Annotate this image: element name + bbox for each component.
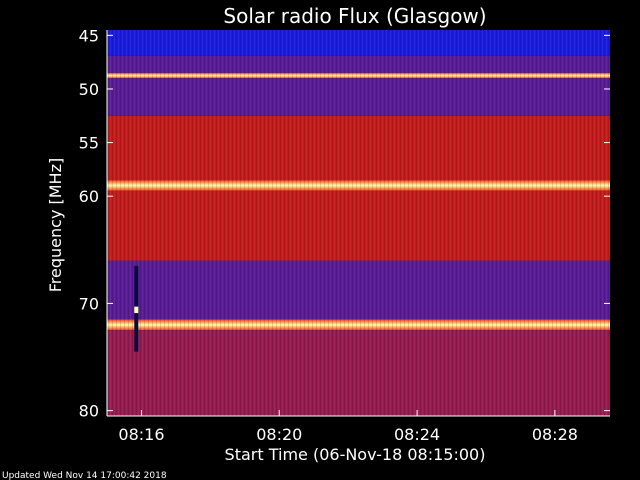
y-tick-label: 45 xyxy=(79,26,99,45)
x-tick-label: 08:28 xyxy=(532,425,578,444)
x-axis-ticks: 08:16 08:20 08:24 08:28 xyxy=(118,410,578,444)
x-tick-label: 08:16 xyxy=(118,425,164,444)
chart-title: Solar radio Flux (Glasgow) xyxy=(223,4,486,28)
y-tick-label: 80 xyxy=(79,402,99,421)
y-tick-label: 55 xyxy=(79,134,99,153)
plot-area xyxy=(107,30,610,416)
y-tick-label: 60 xyxy=(79,187,99,206)
x-tick-label: 08:24 xyxy=(394,425,440,444)
y-tick-label: 70 xyxy=(79,294,99,313)
radio-burst-core xyxy=(134,306,139,314)
x-tick-label: 08:20 xyxy=(256,425,302,444)
x-axis-label: Start Time (06-Nov-18 08:15:00) xyxy=(225,445,486,464)
y-axis-label: Frequency [MHz] xyxy=(46,158,65,292)
y-tick-label: 50 xyxy=(79,80,99,99)
noise-texture xyxy=(107,30,610,416)
y-axis-ticks: 45 50 55 60 70 80 xyxy=(79,26,610,421)
update-timestamp: Updated Wed Nov 14 17:00:42 2018 xyxy=(2,471,167,480)
